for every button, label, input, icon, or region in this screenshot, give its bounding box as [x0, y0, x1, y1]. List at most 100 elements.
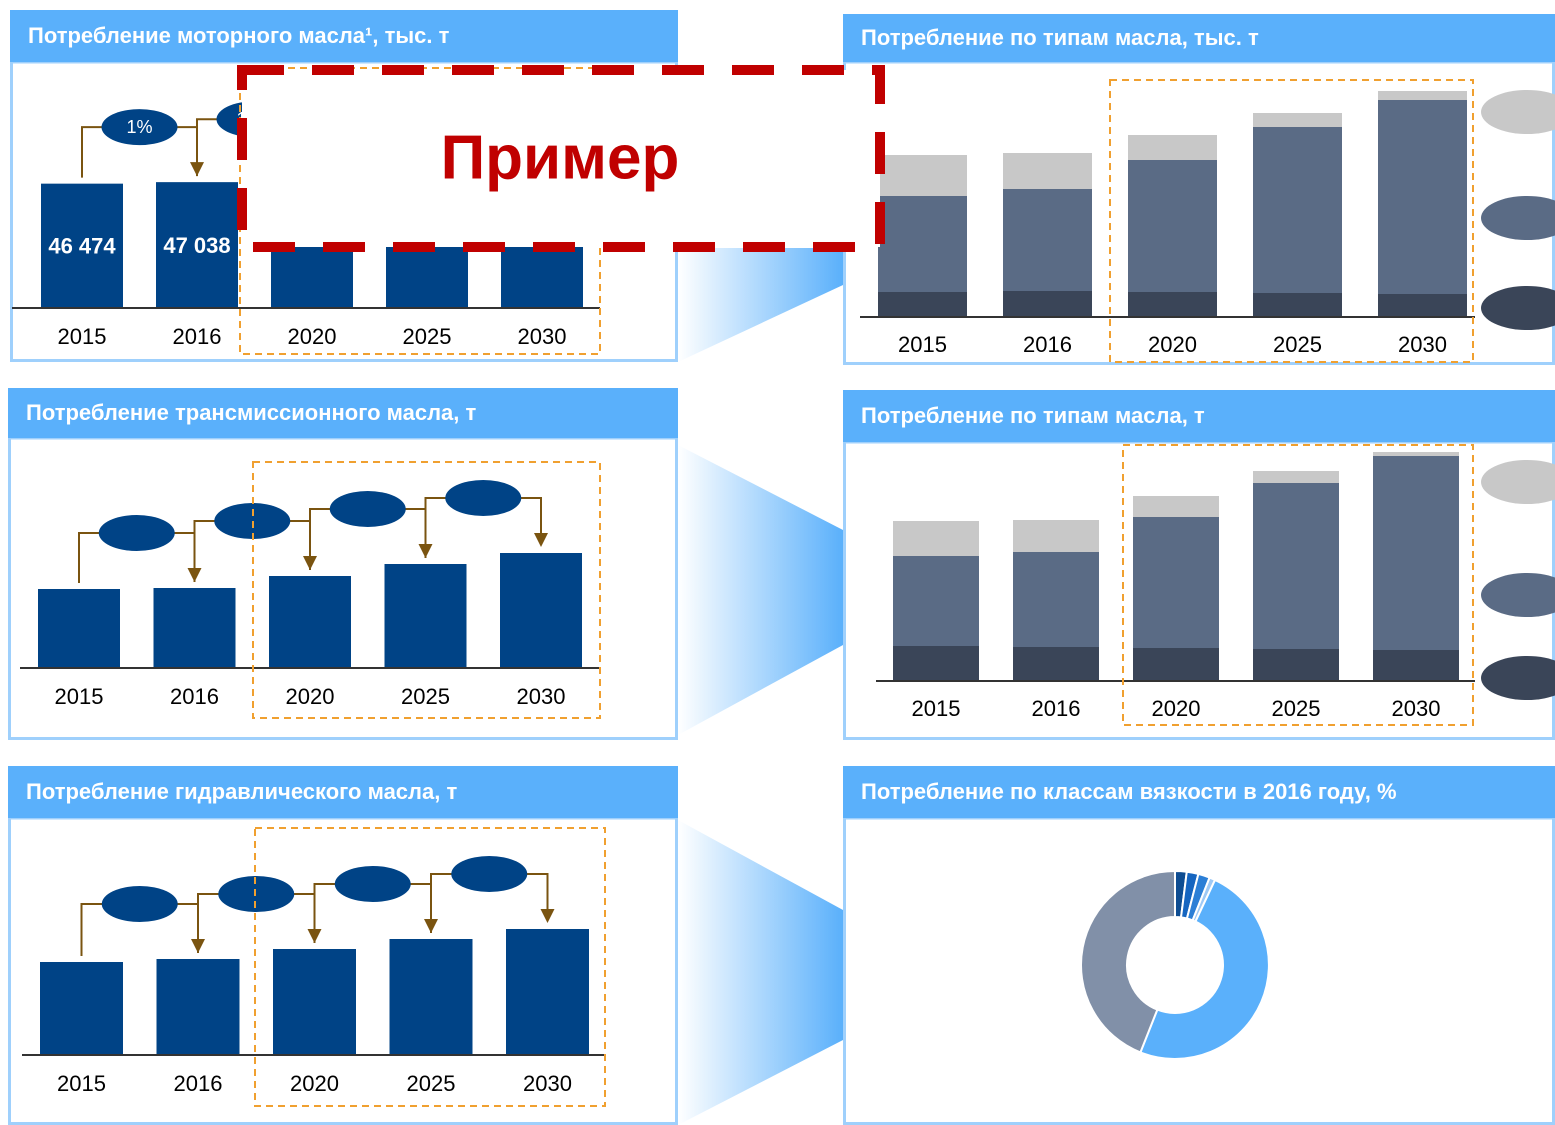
bar-segment — [893, 556, 979, 646]
bar — [389, 939, 473, 1055]
bar-segment — [1003, 291, 1092, 317]
x-tick-label: 2020 — [288, 324, 337, 349]
legend-marker — [1481, 460, 1555, 504]
bar — [156, 182, 238, 308]
growth-bubble — [451, 856, 528, 892]
legend-marker — [1481, 573, 1555, 617]
x-tick-label: 2016 — [173, 324, 222, 349]
arrowhead — [534, 533, 548, 547]
bar — [273, 949, 356, 1055]
x-tick-label: 2016 — [174, 1071, 223, 1096]
bar-segment — [1253, 113, 1342, 127]
panel-header — [843, 766, 1555, 818]
x-tick-label: 2015 — [898, 332, 947, 357]
legend-marker — [1481, 656, 1555, 700]
bar — [38, 589, 120, 668]
x-tick-label: 2030 — [517, 684, 566, 709]
bar-segment — [1373, 452, 1459, 456]
bar-segment — [1378, 91, 1467, 100]
bar-segment — [1003, 189, 1092, 291]
x-tick-label: 2025 — [407, 1071, 456, 1096]
panel-title: Потребление моторного масла¹, тыс. т — [28, 23, 450, 48]
bar-segment — [878, 155, 967, 196]
growth-bubble — [445, 480, 522, 516]
bar — [153, 588, 236, 668]
x-tick-label: 2025 — [1273, 332, 1322, 357]
x-tick-label: 2015 — [55, 684, 104, 709]
growth-bubble — [98, 515, 175, 551]
bar-segment — [1013, 520, 1099, 552]
arrowhead — [540, 909, 555, 923]
bar-segment — [1013, 647, 1099, 681]
highlight-box — [1122, 444, 1474, 726]
bar-segment — [1133, 648, 1219, 681]
legend-marker — [1481, 90, 1555, 134]
legend-marker — [1481, 286, 1555, 330]
bar-segment — [1128, 135, 1217, 160]
panel-header — [843, 14, 1555, 62]
data-label: 47 038 — [163, 233, 230, 258]
panel-header — [10, 10, 678, 62]
bar — [40, 962, 123, 1055]
bar-segment — [1373, 650, 1459, 681]
bar-segment — [1013, 552, 1099, 647]
bar — [41, 183, 123, 308]
panel-title: Потребление по типам масла, тыс. т — [861, 25, 1259, 50]
panel-header — [8, 388, 678, 438]
bar-segment — [878, 196, 967, 292]
stamp-box — [237, 65, 885, 252]
bar — [506, 929, 589, 1055]
x-tick-label: 2015 — [58, 324, 107, 349]
bar-segment — [1128, 292, 1217, 317]
bar-segment — [878, 292, 967, 317]
stamp: Пример — [441, 123, 680, 192]
data-label: 46 474 — [48, 234, 116, 259]
highlight-box — [254, 827, 606, 1107]
growth-bubble — [334, 866, 411, 902]
bar-segment — [1253, 649, 1339, 681]
growth-label: 1% — [126, 117, 152, 137]
x-tick-label: 2020 — [1152, 696, 1201, 721]
funnel — [678, 248, 843, 362]
x-tick-label: 2030 — [1398, 332, 1447, 357]
x-tick-label: 2025 — [1272, 696, 1321, 721]
bar-segment — [1253, 293, 1342, 317]
highlight-box — [252, 461, 601, 719]
bar — [156, 959, 240, 1055]
funnel — [678, 445, 843, 735]
panel-header — [843, 390, 1555, 442]
growth-bubble — [218, 876, 295, 912]
bar-segment — [1133, 517, 1219, 648]
bar — [500, 553, 582, 668]
bar-segment — [1378, 100, 1467, 294]
x-tick-label: 2016 — [170, 684, 219, 709]
bar-segment — [1128, 160, 1217, 292]
bar-segment — [1253, 127, 1342, 293]
funnel — [678, 820, 843, 1125]
x-tick-label: 2015 — [57, 1071, 106, 1096]
panel — [843, 816, 1555, 1125]
legend-marker — [1481, 196, 1555, 240]
x-tick-label: 2020 — [286, 684, 335, 709]
bar-segment — [1253, 483, 1339, 649]
highlight-box — [1109, 79, 1474, 363]
bar-segment — [1133, 496, 1219, 517]
bar-segment — [1253, 471, 1339, 483]
donut-slice — [1139, 878, 1270, 1060]
panel-title: Потребление по классам вязкости в 2016 г… — [861, 779, 1397, 804]
growth-bubble — [329, 491, 406, 527]
bar-segment — [1003, 153, 1092, 189]
x-tick-label: 2016 — [1023, 332, 1072, 357]
donut-slice — [1080, 869, 1176, 1054]
panel-title: Потребление трансмиссионного масла, т — [26, 400, 477, 425]
bar-segment — [1378, 294, 1467, 317]
bar-segment — [1373, 456, 1459, 650]
x-tick-label: 2025 — [401, 684, 450, 709]
panel-header — [8, 766, 678, 818]
x-tick-label: 2016 — [1032, 696, 1081, 721]
x-tick-label: 2030 — [518, 324, 567, 349]
bar — [269, 576, 351, 668]
x-tick-label: 2015 — [912, 696, 961, 721]
bar-segment — [893, 521, 979, 556]
